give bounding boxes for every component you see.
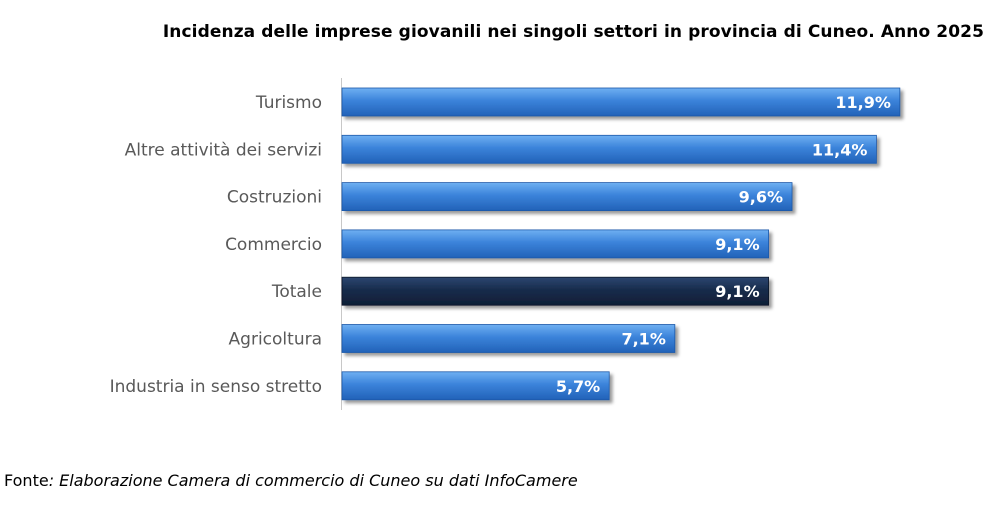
chart-title: Incidenza delle imprese giovanili nei si… [162, 22, 984, 42]
data-label-industria-in-senso-stretto: 5,7% [556, 377, 600, 396]
data-label-costruzioni: 9,6% [739, 188, 783, 207]
source-text: : Elaborazione Camera di commercio di Cu… [48, 471, 578, 490]
bar-totale [341, 276, 770, 306]
bar-costruzioni [341, 182, 793, 212]
bar-agricoltura [341, 324, 676, 353]
data-label-totale: 9,1% [715, 282, 759, 301]
data-label-agricoltura: 7,1% [621, 330, 665, 349]
data-label-commercio: 9,1% [715, 235, 759, 254]
bars-layer: 11,9% 11,4% 9,6% 9,1% 9,1% 7,1% 5,7% [341, 87, 901, 401]
bar-industria-in-senso-stretto [341, 371, 610, 401]
category-label-costruzioni: Costruzioni [227, 188, 322, 208]
category-label-agricoltura: Agricoltura [229, 330, 322, 350]
category-labels-layer: Turismo Altre attività dei servizi Costruz… [110, 93, 322, 397]
bar-chart: 11,9% 11,4% 9,6% 9,1% 9,1% 7,1% 5,7% Turismo Al… [110, 78, 901, 410]
source-note: Fonte: Elaborazione Camera di commercio … [4, 471, 578, 490]
bar-commercio [341, 229, 770, 259]
category-label-totale: Totale [271, 282, 322, 302]
data-label-altre-attivita-dei-servizi: 11,4% [812, 140, 868, 159]
category-label-altre-attivita-dei-servizi: Altre attività dei servizi [125, 140, 322, 160]
category-label-turismo: Turismo [255, 93, 322, 113]
category-label-industria-in-senso-stretto: Industria in senso stretto [110, 377, 322, 397]
category-label-commercio: Commercio [225, 235, 322, 255]
bar-turismo [341, 87, 901, 117]
data-label-turismo: 11,9% [835, 93, 891, 112]
bar-altre-attivita-dei-servizi [341, 134, 877, 164]
source-prefix: Fonte [4, 471, 49, 490]
